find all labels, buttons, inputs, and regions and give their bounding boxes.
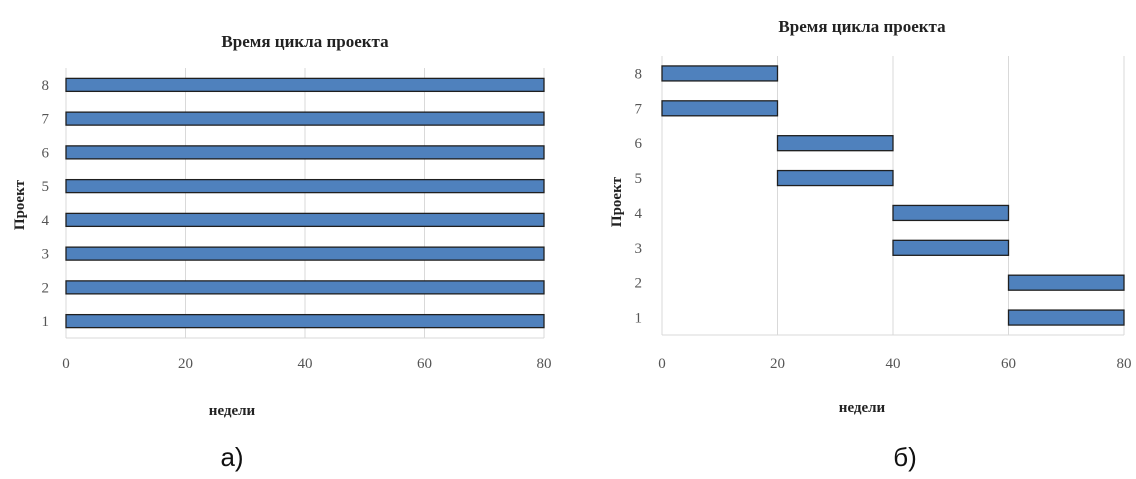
chart-b-ylabel: Проект: [609, 176, 625, 227]
chart-b-bar-2: [1007, 274, 1125, 291]
chart-b-ytick-4: 4: [635, 206, 643, 222]
chart-a-xtick-0: 0: [62, 356, 70, 372]
chart-a-ytick-4: 4: [42, 213, 50, 229]
chart-b-bar-7: [661, 100, 779, 117]
chart-b-bar-1: [1007, 309, 1125, 326]
chart-b-xtick-0: 0: [658, 356, 666, 372]
chart-a-ylabel: Проект: [12, 179, 28, 230]
chart-a-bar-2: [65, 280, 545, 295]
chart-b-ytick-8: 8: [635, 66, 643, 82]
chart-b-bar-6: [776, 135, 894, 152]
chart-a-xtick-4: 80: [537, 356, 552, 372]
chart-a-bar-8: [65, 77, 545, 93]
chart-b-ytick-6: 6: [635, 136, 643, 152]
chart-a-bar-4: [65, 212, 545, 228]
chart-a-bar-3: [65, 246, 545, 261]
chart-a-xtick-2: 40: [298, 356, 313, 372]
chart-a-ytick-5: 5: [42, 179, 50, 195]
chart-a-xtick-1: 20: [178, 356, 193, 372]
chart-b-bar-8: [661, 65, 779, 82]
chart-b-bar-3: [892, 239, 1010, 256]
chart-b-xtick-1: 20: [770, 356, 785, 372]
chart-a-bar-5: [65, 178, 545, 194]
chart-a-ytick-2: 2: [42, 280, 50, 296]
chart-b-xtick-4: 80: [1117, 356, 1132, 372]
chart-a-ytick-8: 8: [42, 78, 50, 94]
chart-a-ytick-6: 6: [42, 145, 50, 161]
chart-b-ytick-1: 1: [635, 311, 643, 327]
chart-a-bar-7: [65, 111, 545, 126]
chart-b-caption: б): [893, 442, 917, 472]
chart-b-ytick-2: 2: [635, 276, 643, 292]
chart-a-ytick-1: 1: [42, 314, 50, 330]
chart-b-ytick-5: 5: [635, 171, 643, 187]
chart-b-title: Время цикла проекта: [778, 17, 946, 36]
chart-b-ytick-7: 7: [635, 101, 643, 117]
chart-a-bar-1: [65, 313, 545, 329]
chart-b-xlabel: недели: [839, 400, 886, 416]
chart-a-caption: а): [220, 442, 243, 472]
chart-a-ytick-7: 7: [42, 112, 50, 128]
chart-b-ytick-3: 3: [635, 241, 643, 257]
chart-b-xtick-2: 40: [886, 356, 901, 372]
chart-a-bar-6: [65, 145, 545, 160]
chart-a: Время цикла проекта недели Проект а) 1 2 3…: [12, 32, 552, 472]
chart-a-title: Время цикла проекта: [221, 32, 389, 51]
chart-a-xlabel: недели: [209, 403, 256, 419]
chart-b-bar-5: [776, 169, 894, 187]
chart-b-bar-4: [892, 204, 1010, 222]
chart-b-xtick-3: 60: [1001, 356, 1016, 372]
chart-a-ytick-3: 3: [42, 247, 50, 263]
chart-a-xtick-3: 60: [417, 356, 432, 372]
chart-b: Время цикла проекта недели Проект б) 1 2 3…: [609, 17, 1132, 472]
